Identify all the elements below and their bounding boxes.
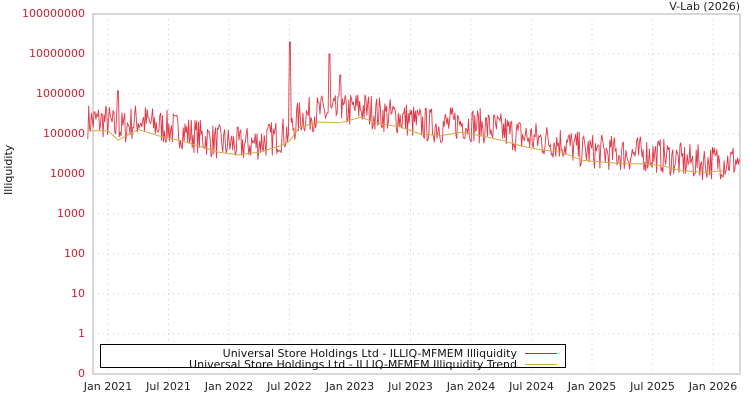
plot-area: [92, 13, 741, 375]
y-tick-label: 1: [78, 327, 85, 340]
illiquidity-trend-line: [87, 116, 724, 173]
chart-legend: Universal Store Holdings Ltd - ILLIQ-MFM…: [100, 344, 566, 371]
x-tick-label: Jan 2026: [688, 380, 738, 393]
x-tick-label: Jul 2023: [388, 380, 433, 393]
y-tick-label: 100000000: [22, 7, 85, 20]
x-tick-label: Jul 2022: [267, 380, 312, 393]
legend-swatch-red: [525, 353, 557, 354]
x-tick-label: Jul 2021: [146, 380, 191, 393]
legend-label: Universal Store Holdings Ltd - ILLIQ-MFM…: [222, 347, 517, 360]
y-tick-label: 0: [78, 367, 85, 380]
y-tick-label: 1000000: [36, 87, 85, 100]
y-tick-label: 100000: [43, 127, 85, 140]
y-tick-label: 10000: [50, 167, 85, 180]
legend-item-trend: Universal Store Holdings Ltd - ILLIQ-MFM…: [189, 358, 557, 371]
x-tick-label: Jul 2025: [630, 380, 675, 393]
y-tick-label: 1000: [57, 207, 85, 220]
x-tick-label: Jan 2024: [446, 380, 496, 393]
y-tick-label: 10: [71, 287, 85, 300]
illiquidity-line: [87, 41, 740, 181]
y-tick-label: 100: [64, 247, 85, 260]
legend-label: Universal Store Holdings Ltd - ILLIQ-MFM…: [189, 358, 517, 371]
y-tick-label: 10000000: [29, 47, 85, 60]
x-tick-label: Jan 2022: [204, 380, 254, 393]
legend-swatch-gold: [525, 364, 557, 365]
x-tick-label: Jul 2024: [509, 380, 554, 393]
x-tick-label: Jan 2021: [83, 380, 133, 393]
x-tick-label: Jan 2023: [325, 380, 375, 393]
legend-item-illiquidity: Universal Store Holdings Ltd - ILLIQ-MFM…: [223, 347, 557, 360]
data-series: [87, 41, 740, 181]
x-tick-label: Jan 2025: [567, 380, 617, 393]
y-axis-label: Illiquidity: [2, 144, 15, 195]
gridlines: [93, 14, 740, 374]
chart-credit: V-Lab (2026): [669, 0, 740, 13]
